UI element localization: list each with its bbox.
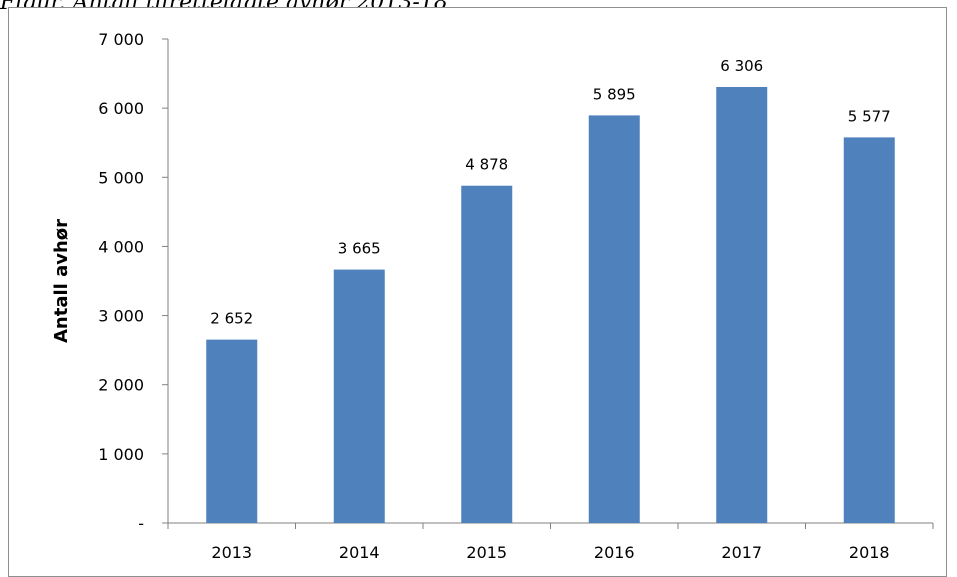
data-label: 4 878 [465, 156, 508, 174]
y-tick-label: 1 000 [98, 445, 144, 464]
x-axis: 2013 2014 2015 2016 2017 2018 [167, 522, 934, 562]
y-tick-label: - [138, 514, 144, 533]
bar [333, 269, 385, 523]
bars [206, 86, 895, 524]
x-tick-label: 2017 [721, 543, 762, 562]
data-label: 3 665 [338, 240, 381, 258]
bar [588, 115, 640, 523]
data-labels: 2 652 3 665 4 878 5 895 6 306 5 577 [210, 57, 890, 328]
bar [461, 185, 513, 524]
y-tick-label: 4 000 [98, 237, 144, 256]
x-tick-label: 2018 [849, 543, 890, 562]
y-tick-label: 5 000 [98, 168, 144, 187]
chart-frame: - 1 000 2 000 3 000 4 000 5 000 6 000 7 000 201… [8, 7, 947, 577]
data-label: 6 306 [720, 57, 763, 75]
y-tick-label: 2 000 [98, 376, 144, 395]
y-axis: - 1 000 2 000 3 000 4 000 5 000 6 000 7 000 [98, 30, 169, 533]
bar [206, 339, 258, 523]
data-label: 2 652 [210, 310, 253, 328]
y-tick-label: 3 000 [98, 307, 144, 326]
x-tick-label: 2016 [594, 543, 635, 562]
x-tick-label: 2013 [211, 543, 252, 562]
y-axis-title: Antall avhør [51, 219, 72, 343]
x-tick-label: 2015 [466, 543, 507, 562]
x-tick-label: 2014 [339, 543, 380, 562]
bar [843, 137, 895, 523]
bar [716, 86, 768, 524]
y-tick-label: 7 000 [98, 30, 144, 49]
data-label: 5 895 [593, 85, 636, 103]
bar-chart: - 1 000 2 000 3 000 4 000 5 000 6 000 7 000 201… [51, 30, 934, 562]
y-tick-label: 6 000 [98, 99, 144, 118]
data-label: 5 577 [848, 107, 891, 125]
